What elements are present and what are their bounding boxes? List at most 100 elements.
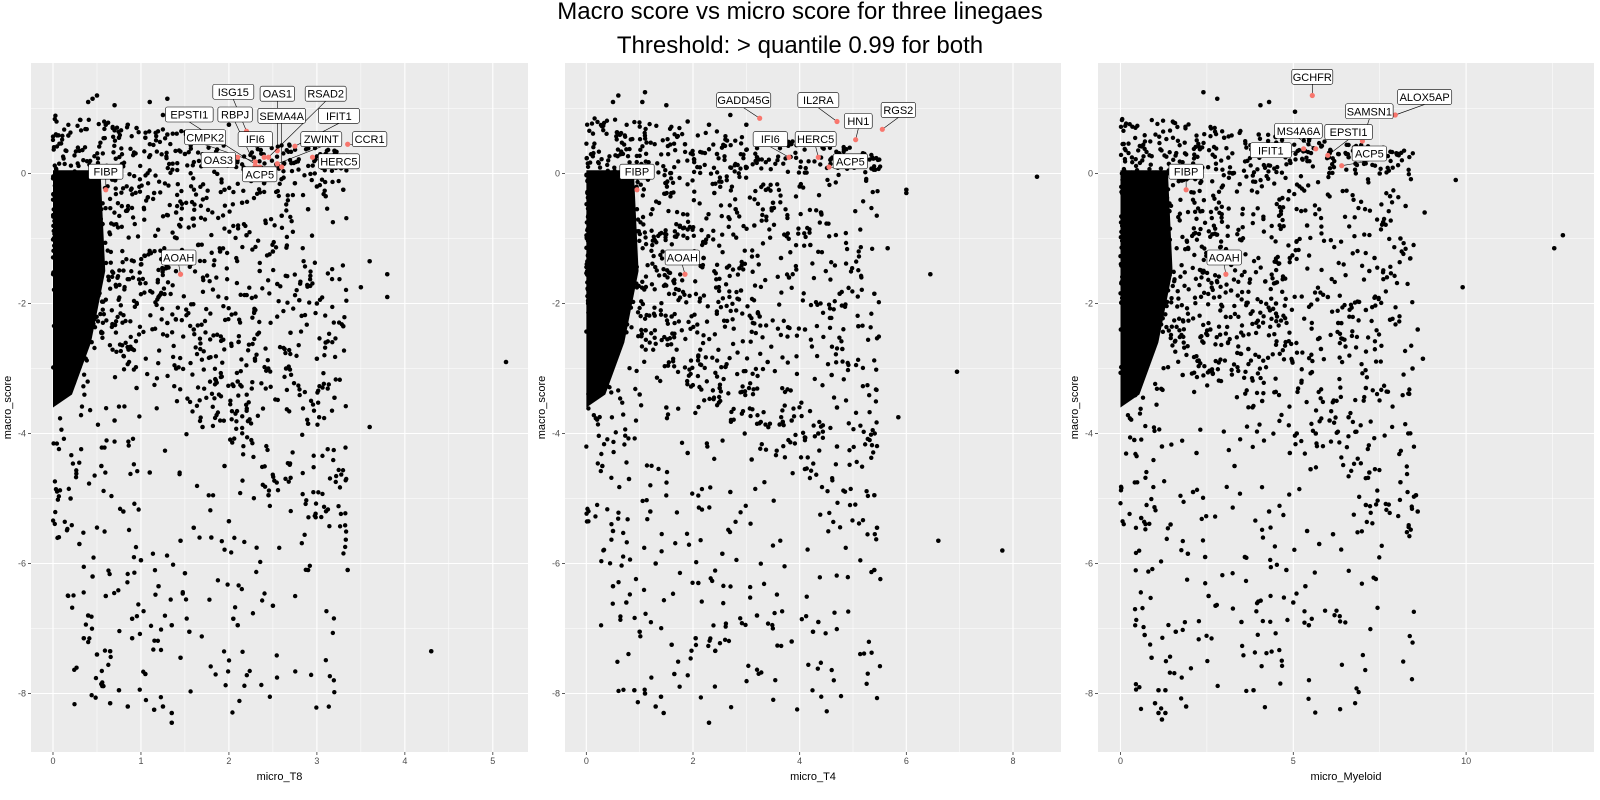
data-point	[281, 169, 286, 174]
data-point	[135, 468, 140, 474]
data-point	[1316, 541, 1322, 547]
data-point	[147, 168, 152, 173]
data-point	[864, 681, 869, 686]
data-point	[676, 297, 681, 303]
data-point	[904, 190, 909, 196]
data-point	[668, 194, 673, 199]
data-point	[743, 622, 748, 628]
data-point	[675, 232, 680, 237]
data-point	[1351, 512, 1357, 517]
data-point	[54, 133, 60, 138]
data-point	[734, 289, 739, 295]
data-point	[1251, 403, 1256, 409]
data-point	[753, 486, 758, 492]
data-point	[60, 154, 66, 159]
data-point	[1200, 270, 1206, 275]
data-point	[1129, 209, 1135, 214]
data-point	[250, 247, 255, 252]
data-point	[872, 531, 878, 537]
data-point	[255, 238, 261, 243]
data-point	[671, 335, 677, 340]
data-point	[165, 132, 170, 137]
data-point	[1241, 653, 1246, 658]
data-point	[159, 152, 164, 157]
data-point	[1381, 276, 1386, 282]
data-point	[1161, 479, 1167, 484]
data-point	[809, 344, 815, 349]
data-point	[671, 278, 676, 284]
data-point	[244, 408, 249, 414]
data-point	[712, 648, 718, 654]
data-point	[279, 225, 285, 231]
data-point	[91, 321, 96, 326]
data-point	[1360, 371, 1365, 376]
data-point	[1145, 243, 1151, 248]
data-point	[143, 130, 148, 135]
data-point	[716, 156, 721, 161]
data-point	[1286, 197, 1291, 202]
data-point	[632, 119, 637, 125]
data-point	[684, 531, 690, 536]
data-point	[136, 507, 141, 512]
data-point	[674, 209, 680, 215]
data-point	[1138, 406, 1143, 412]
data-point	[1335, 151, 1341, 157]
data-point	[1219, 204, 1225, 210]
data-point	[778, 414, 784, 420]
data-point	[1251, 212, 1256, 217]
data-point	[170, 131, 175, 136]
data-point	[307, 563, 313, 568]
data-point	[128, 334, 133, 340]
data-point	[1285, 617, 1290, 623]
highlight-point	[834, 118, 840, 125]
data-point	[145, 181, 151, 186]
data-point	[1166, 622, 1171, 628]
data-point	[1118, 261, 1124, 267]
highlight-point	[309, 154, 316, 160]
data-point	[103, 405, 109, 411]
data-point	[661, 267, 666, 272]
data-point	[313, 310, 318, 316]
data-point	[1353, 345, 1359, 350]
data-point	[112, 590, 117, 596]
data-point	[1281, 595, 1287, 600]
data-point	[60, 238, 65, 243]
data-point	[834, 346, 840, 351]
data-point	[869, 650, 874, 655]
data-point	[85, 181, 90, 187]
data-point	[119, 190, 124, 195]
data-point	[326, 704, 332, 709]
data-point	[66, 223, 71, 229]
data-point	[333, 479, 338, 485]
data-point	[226, 518, 232, 524]
data-point	[250, 379, 255, 385]
data-point	[623, 289, 628, 294]
data-point	[621, 321, 627, 327]
data-point	[76, 270, 81, 275]
data-point	[1277, 503, 1282, 509]
data-point	[231, 616, 236, 622]
data-point	[337, 377, 342, 382]
data-point	[584, 233, 589, 238]
y-tick-label: -2	[18, 299, 26, 309]
data-point	[96, 121, 101, 127]
data-point	[60, 199, 65, 204]
data-point	[1142, 312, 1147, 317]
gene-label: ACP5	[1355, 149, 1384, 161]
data-point	[1257, 422, 1262, 427]
data-point	[274, 653, 279, 658]
data-point	[1194, 450, 1199, 456]
data-point	[189, 199, 195, 205]
data-point	[695, 133, 701, 138]
data-point	[599, 124, 605, 129]
data-point	[875, 157, 881, 163]
label-leader-line	[1327, 139, 1349, 156]
data-point	[275, 397, 281, 403]
data-point	[68, 247, 74, 252]
data-point	[727, 263, 732, 268]
data-point	[1239, 619, 1244, 625]
data-point	[262, 464, 267, 469]
data-point	[771, 697, 776, 703]
data-point	[69, 453, 74, 458]
data-point	[296, 297, 302, 303]
